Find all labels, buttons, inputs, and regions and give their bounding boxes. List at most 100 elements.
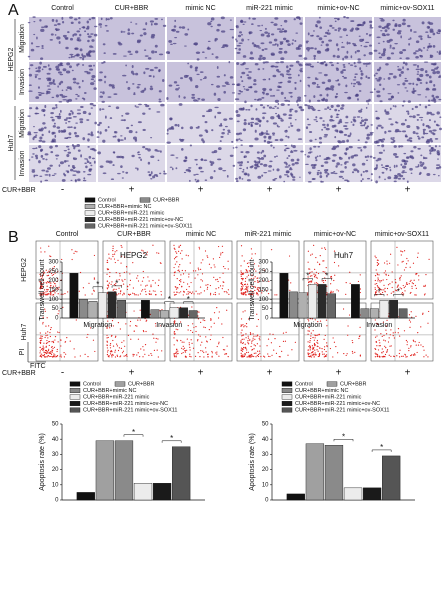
cell	[57, 63, 62, 67]
event	[182, 351, 184, 354]
event	[46, 350, 48, 353]
cell	[243, 21, 247, 23]
event	[386, 260, 388, 262]
cell	[103, 52, 106, 55]
cell	[131, 154, 135, 158]
cell	[127, 28, 130, 32]
cell	[117, 138, 120, 142]
event	[182, 348, 184, 350]
cell	[286, 69, 290, 73]
cell	[407, 100, 411, 103]
event	[273, 349, 275, 351]
event	[275, 352, 278, 354]
cell	[285, 171, 290, 174]
event	[43, 347, 45, 349]
cell	[368, 20, 373, 24]
event	[322, 279, 325, 282]
event	[88, 282, 90, 284]
event	[60, 339, 62, 341]
y-tick-label: 40	[52, 437, 59, 443]
event	[357, 280, 360, 283]
event	[150, 284, 152, 286]
cell	[250, 121, 255, 124]
cell	[432, 88, 437, 91]
cell	[433, 98, 437, 101]
cell	[387, 93, 392, 95]
cell	[57, 85, 59, 88]
event	[314, 268, 316, 270]
cell	[76, 143, 81, 147]
event	[182, 273, 185, 275]
cell	[400, 71, 404, 74]
cell	[257, 175, 262, 179]
flow-plot	[169, 240, 233, 300]
event	[349, 282, 351, 284]
event	[403, 286, 405, 289]
event	[55, 288, 57, 290]
cell	[409, 139, 413, 143]
event	[177, 352, 179, 355]
cell	[318, 16, 321, 19]
cell	[354, 65, 357, 68]
cell	[235, 25, 239, 29]
event	[405, 283, 408, 285]
event	[42, 354, 44, 357]
cell	[79, 48, 83, 52]
cell	[392, 105, 395, 107]
micrograph	[167, 145, 234, 182]
cell	[37, 66, 42, 70]
event	[245, 271, 247, 273]
cell	[388, 118, 392, 120]
cell	[404, 134, 408, 138]
cell	[139, 34, 143, 37]
cell	[142, 128, 146, 132]
cell	[383, 149, 385, 152]
cell	[380, 164, 384, 166]
cell	[204, 129, 208, 132]
cell	[270, 52, 275, 56]
cell	[33, 135, 37, 139]
cell	[336, 113, 339, 116]
cell	[194, 158, 198, 161]
cell	[330, 171, 335, 174]
event	[198, 311, 200, 313]
event	[112, 345, 115, 347]
event	[312, 348, 314, 351]
cell	[236, 120, 240, 123]
cell	[97, 123, 101, 126]
event	[250, 289, 252, 292]
event	[218, 355, 220, 357]
event	[322, 260, 324, 262]
cell	[148, 74, 152, 77]
cell	[355, 81, 361, 84]
event	[247, 342, 249, 344]
cell	[240, 75, 243, 79]
cell	[223, 118, 228, 121]
event	[377, 278, 379, 280]
treatment-mark: +	[336, 368, 342, 379]
event	[197, 352, 199, 354]
significance-bracket	[333, 439, 354, 442]
cell	[237, 34, 242, 38]
cell	[28, 159, 31, 161]
cell	[429, 80, 433, 83]
cell	[280, 103, 285, 106]
cell	[204, 57, 208, 59]
y-tick-label: 50	[262, 306, 269, 312]
cell	[272, 168, 275, 171]
event	[106, 261, 108, 263]
event	[256, 293, 259, 295]
event	[424, 285, 426, 287]
cell	[345, 84, 348, 88]
cell	[287, 154, 291, 157]
cell	[231, 36, 235, 39]
event	[311, 345, 314, 347]
cell	[145, 104, 150, 108]
event	[244, 325, 246, 327]
event	[257, 294, 259, 296]
legend-label: CUR+BBR+miR-221 mimic+ov-NC	[98, 217, 183, 223]
event	[241, 324, 243, 326]
cell	[366, 133, 371, 137]
event	[213, 264, 215, 266]
cell	[387, 130, 392, 133]
